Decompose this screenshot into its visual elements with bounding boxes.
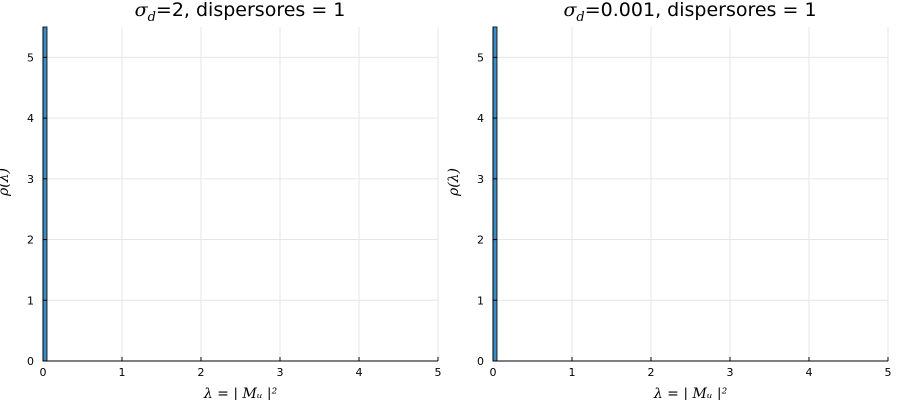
- x-tick-label: 4: [356, 366, 363, 379]
- x-tick-label: 0: [490, 366, 497, 379]
- y-tick-label: 4: [477, 112, 484, 125]
- title-subscript: d: [576, 10, 584, 25]
- x-tick-label: 2: [198, 366, 205, 379]
- chart-title: σd=2, dispersores = 1: [135, 0, 346, 25]
- title-text: =0.001, dispersores = 1: [585, 0, 817, 21]
- x-axis-label: λ = | Mᵤ |²: [203, 386, 278, 400]
- y-tick-label: 0: [477, 355, 484, 368]
- y-tick-label: 2: [477, 234, 484, 247]
- x-tick-label: 5: [885, 366, 892, 379]
- y-tick-label: 3: [477, 173, 484, 186]
- chart-title: σd=0.001, dispersores = 1: [563, 0, 816, 25]
- y-axis-label: ρ(λ): [0, 168, 12, 197]
- y-tick-label: 4: [27, 112, 34, 125]
- chart-panel-1: 0 1 2 3 4 5 0 1 2 3 4 5 σd=2, dispersores = 1 λ = | M…: [0, 0, 442, 400]
- y-tick-label: 3: [27, 173, 34, 186]
- x-tick-label: 4: [806, 366, 813, 379]
- x-tick-label: 1: [569, 366, 576, 379]
- x-tick-label: 1: [119, 366, 126, 379]
- x-axis-label: λ = | Mᵤ |²: [653, 386, 728, 400]
- title-text: =2, dispersores = 1: [156, 0, 345, 21]
- x-tick-label: 3: [277, 366, 284, 379]
- chart-panel-2: 0 1 2 3 4 5 0 1 2 3 4 5 σd=0.001, dispersores = 1 λ =…: [446, 0, 892, 400]
- title-symbol: σ: [563, 0, 577, 21]
- x-tick-label: 2: [648, 366, 655, 379]
- y-tick-label: 1: [27, 294, 34, 307]
- x-tick-label: 3: [727, 366, 734, 379]
- y-tick-label: 1: [477, 294, 484, 307]
- title-subscript: d: [148, 10, 156, 25]
- y-tick-label: 5: [477, 51, 484, 64]
- x-tick-label: 0: [40, 366, 47, 379]
- title-symbol: σ: [135, 0, 149, 21]
- x-tick-label: 5: [435, 366, 442, 379]
- histogram-bar: [42, 26, 48, 362]
- y-axis-label: ρ(λ): [446, 168, 462, 197]
- y-tick-label: 5: [27, 51, 34, 64]
- y-tick-label: 0: [27, 355, 34, 368]
- histogram-bar: [492, 26, 498, 362]
- y-tick-label: 2: [27, 234, 34, 247]
